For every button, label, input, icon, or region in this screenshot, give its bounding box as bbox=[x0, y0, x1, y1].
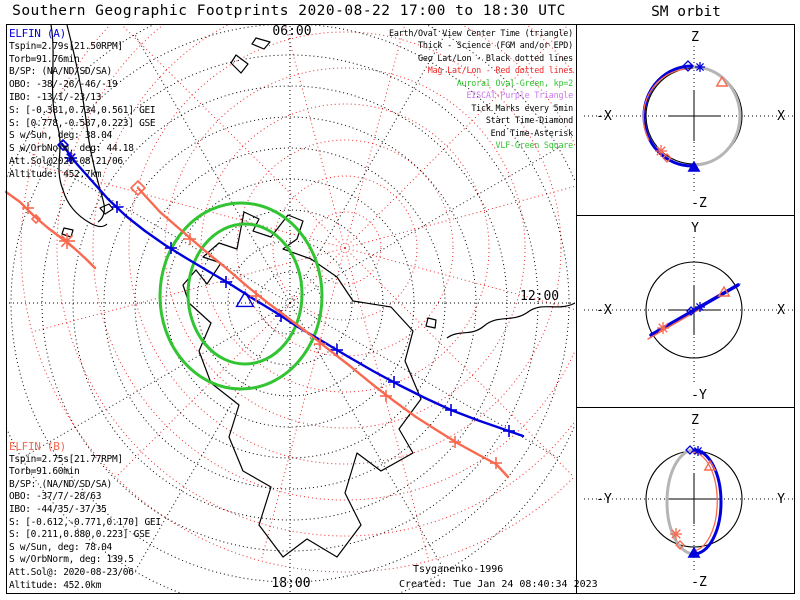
elfin-a-info-line: OBO: -38/-26/-46/-19 bbox=[9, 79, 118, 91]
legend-line: Start Time-Diamond bbox=[485, 115, 573, 126]
legend-line: Earth/Oval View Center Time (triangle) bbox=[388, 28, 573, 38]
legend-line: Auroral Oval-Green, kp=2 bbox=[456, 77, 573, 88]
elfin-a-info-line: Altitude: 452.7km bbox=[9, 168, 102, 180]
page-title: Southern Geographic Footprints 2020-08-2… bbox=[12, 3, 566, 19]
elfin-b-info-line: Att.Sol@: 2020-08-23/06 bbox=[9, 566, 134, 578]
elfin-a-info-line: S: [-0.381,0.734,0.561] GEI bbox=[9, 104, 156, 116]
created-timestamp: Created: Tue Jan 24 08:40:34 2023 bbox=[399, 579, 598, 590]
elfin-b-info-line: Torb=91.60min bbox=[9, 466, 80, 478]
legend-line: Geo Lat/Lon - Black dotted lines bbox=[418, 52, 573, 63]
elfin-b-info-line: S w/Sun, deg: 78.04 bbox=[9, 541, 112, 553]
mlt-label-1800: 18:00 bbox=[271, 576, 311, 591]
legend-line: VLF-Green Square bbox=[495, 140, 574, 151]
elfin-b-info-line: Tspin=2.75s[21.77RPM] bbox=[9, 453, 123, 465]
elfin-b-info-line: IBO: -44/35/-37/35 bbox=[9, 503, 107, 515]
mlt-label-0600: 06:00 bbox=[272, 24, 312, 39]
elfin-a-info-line: B/SP: (NA/ND/SD/SA) bbox=[9, 66, 112, 78]
legend-line: End Time-Asterisk bbox=[490, 127, 574, 138]
axis-label-right: X bbox=[777, 303, 785, 318]
axis-label-bottom: -Z bbox=[691, 196, 707, 211]
elfin-b-title: ELFIN (B) bbox=[9, 440, 66, 453]
axis-label-top: Z bbox=[691, 30, 699, 45]
elfin-a-info-line: IBO: -13/1/-23/13 bbox=[9, 91, 102, 103]
elfin-b-info-line: S w/OrbNorm, deg: 139.5 bbox=[9, 554, 134, 566]
plot-frame bbox=[6, 24, 795, 594]
sm-orbit-panel-3: Z Y -Y -Z bbox=[576, 407, 795, 590]
axis-label-right: Y bbox=[777, 492, 785, 507]
legend-line: Tick Marks every 5min bbox=[471, 102, 573, 113]
elfin-b-info-line: S: [-0.612,-0.771,0.170] GEI bbox=[9, 516, 161, 528]
elfin-b-info-block: ELFIN (B) Tspin=2.75s[21.77RPM] Torb=91.60… bbox=[9, 440, 161, 592]
axis-label-bottom: -Z bbox=[691, 575, 707, 590]
axis-label-bottom: -Y bbox=[691, 388, 707, 403]
axis-label-left: -Y bbox=[596, 492, 612, 507]
legend-line: Thick - Science (FGM and/or EPD) bbox=[418, 40, 573, 51]
auroral-oval bbox=[158, 201, 324, 391]
elfin-a-info-line: S w/Sun, deg: 38.04 bbox=[9, 130, 112, 142]
geo-latlon-grid bbox=[7, 25, 575, 593]
plot-legend: Earth/Oval View Center Time (triangle) Th… bbox=[340, 27, 573, 152]
elfin-a-info-block: ELFIN (A) Tspin=2.79s[21.50RPM] Torb=91.76… bbox=[9, 27, 156, 182]
axis-label-top: Z bbox=[691, 413, 699, 428]
elfin-a-info-line: S: [0.778,-0.587,0.223] GSE bbox=[9, 117, 156, 129]
axis-label-right: X bbox=[777, 109, 785, 124]
elfin-b-info-line: S: [0.211,0.880,0.223] GSE bbox=[9, 529, 150, 541]
elfin-a-info-line: Tspin=2.79s[21.50RPM] bbox=[9, 40, 123, 52]
mlt-label-1200: 12:00 bbox=[520, 289, 560, 304]
legend-line: Mag Lat/Lon - Red dotted lines bbox=[427, 65, 573, 76]
sm-orbit-panel-1: Z X -X -Z bbox=[584, 30, 794, 211]
sm-orbit-panel-2: Y X -X -Y bbox=[576, 215, 795, 403]
axis-label-left: -X bbox=[596, 303, 612, 318]
elfin-b-track bbox=[129, 179, 510, 479]
elfin-a-title: ELFIN (A) bbox=[9, 27, 66, 40]
elfin-b-info-line: B/SP: (NA/ND/SD/SA) bbox=[9, 478, 112, 490]
elfin-b-info-line: Altitude: 452.0km bbox=[9, 579, 102, 591]
legend-line: EISCAT-Purple Triangle bbox=[466, 90, 573, 101]
axis-label-left: -X bbox=[596, 109, 612, 124]
elfin-b-wrap-track bbox=[4, 190, 97, 270]
elfin-a-info-line: Att.Sol@2020-08-21/06 bbox=[9, 155, 123, 167]
elfin-b-info-line: OBO: -37/7/-28/63 bbox=[9, 491, 102, 503]
elfin-a-info-line: Torb=91.76min bbox=[9, 53, 80, 65]
axis-label-top: Y bbox=[691, 221, 699, 236]
sm-orbit-title: SM orbit bbox=[651, 4, 721, 20]
elfin-a-info-line: S w/OrbNorm, deg: 44.18 bbox=[9, 143, 134, 155]
field-model-label: Tsyganenko-1996 bbox=[413, 564, 504, 575]
elfin-a-track bbox=[56, 138, 525, 438]
